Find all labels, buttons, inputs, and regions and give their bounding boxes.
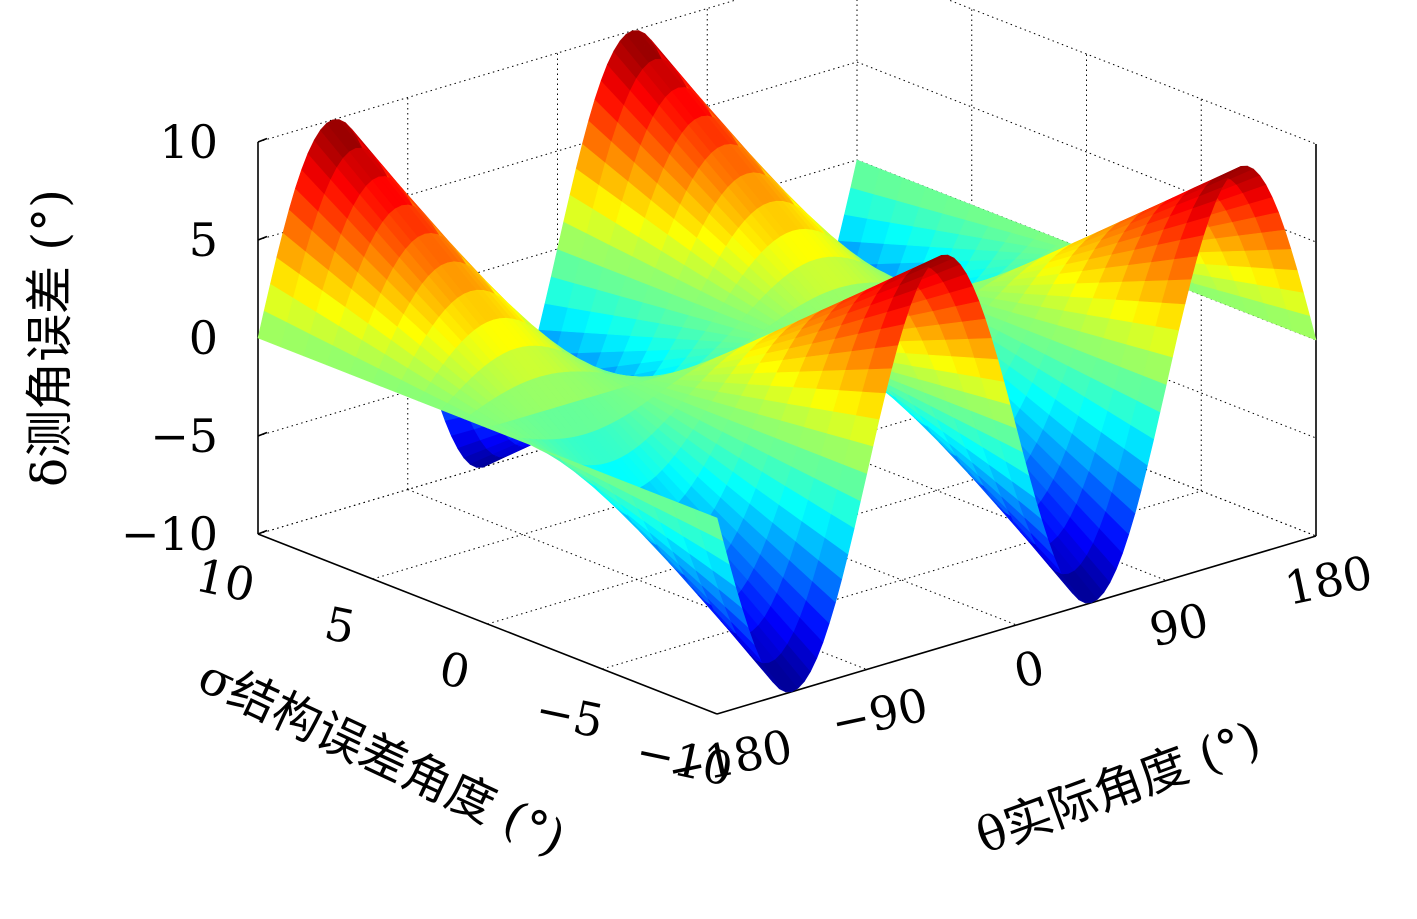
tick-label: −5 [150, 409, 218, 463]
surface-mesh [257, 30, 1317, 693]
grid-line [257, 61, 858, 241]
tick-label: −90 [826, 677, 932, 750]
tick-label: 180 [1280, 545, 1377, 616]
tick-label: 0 [435, 641, 475, 700]
tick-label: 90 [1145, 592, 1213, 657]
tick-label: 10 [191, 548, 259, 613]
z-tick-mark [257, 137, 268, 143]
z-tick-mark [257, 235, 268, 241]
tick-label: 0 [1009, 640, 1049, 699]
tick-label: −5 [531, 682, 609, 749]
z-tick-mark [257, 431, 268, 437]
grid-line [856, 355, 1317, 537]
x-axis-label: θ实际角度 (°) [969, 711, 1268, 865]
grid-line [947, 0, 1317, 145]
tick-label: 5 [189, 213, 218, 267]
tick-label: 10 [159, 115, 218, 169]
z-tick-mark [257, 529, 268, 535]
z-axis-label: δ测角误差 (°) [22, 189, 78, 487]
tick-label: −10 [121, 507, 218, 561]
tick-label: 0 [189, 311, 218, 365]
grid-line [257, 0, 738, 143]
surface-cell [1286, 309, 1317, 341]
grid-line [557, 444, 1017, 626]
grid-line [856, 257, 1317, 439]
axis-line [716, 535, 1317, 715]
tick-label: 5 [320, 596, 360, 655]
axis-line [257, 533, 718, 715]
y-axis-label: σ结构误差角度 (°) [190, 648, 574, 867]
